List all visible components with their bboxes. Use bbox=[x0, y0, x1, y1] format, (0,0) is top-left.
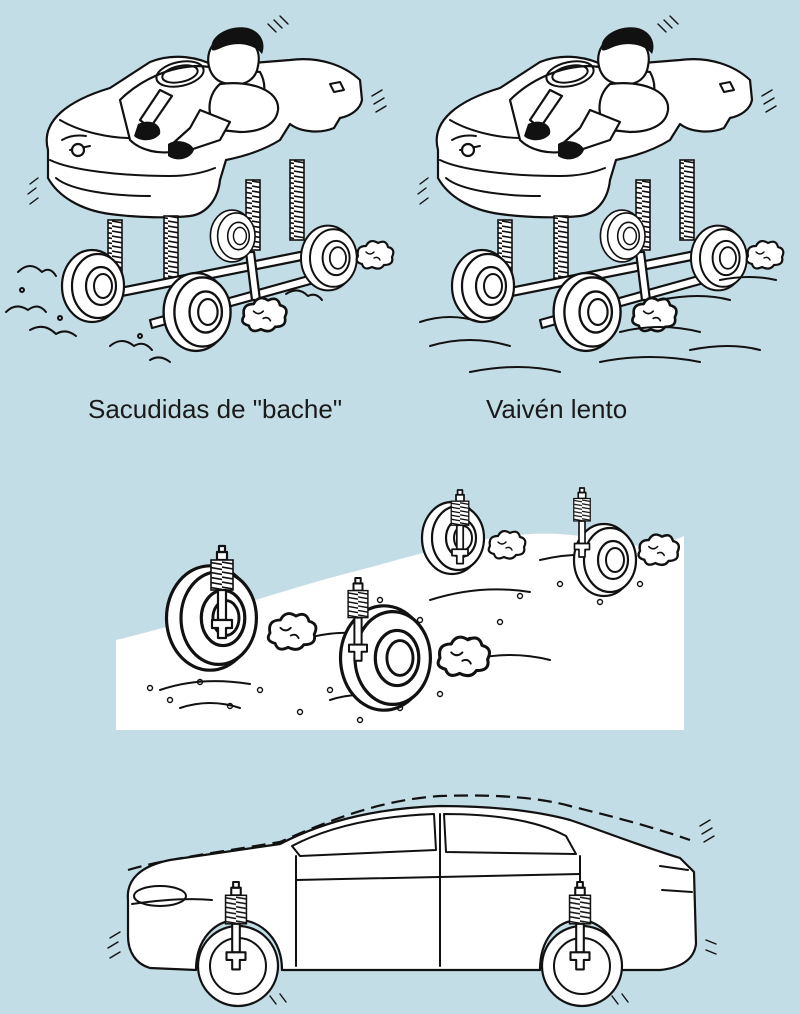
bump-shake-illustration bbox=[5, 16, 393, 363]
rough-road-illustration bbox=[116, 487, 684, 730]
slow-sway-illustration bbox=[418, 16, 783, 373]
sedan-side-illustration bbox=[107, 794, 717, 1008]
caption-slow-sway: Vaivén lento bbox=[486, 394, 628, 424]
caption-bump-shake: Sacudidas de "bache" bbox=[88, 394, 343, 424]
